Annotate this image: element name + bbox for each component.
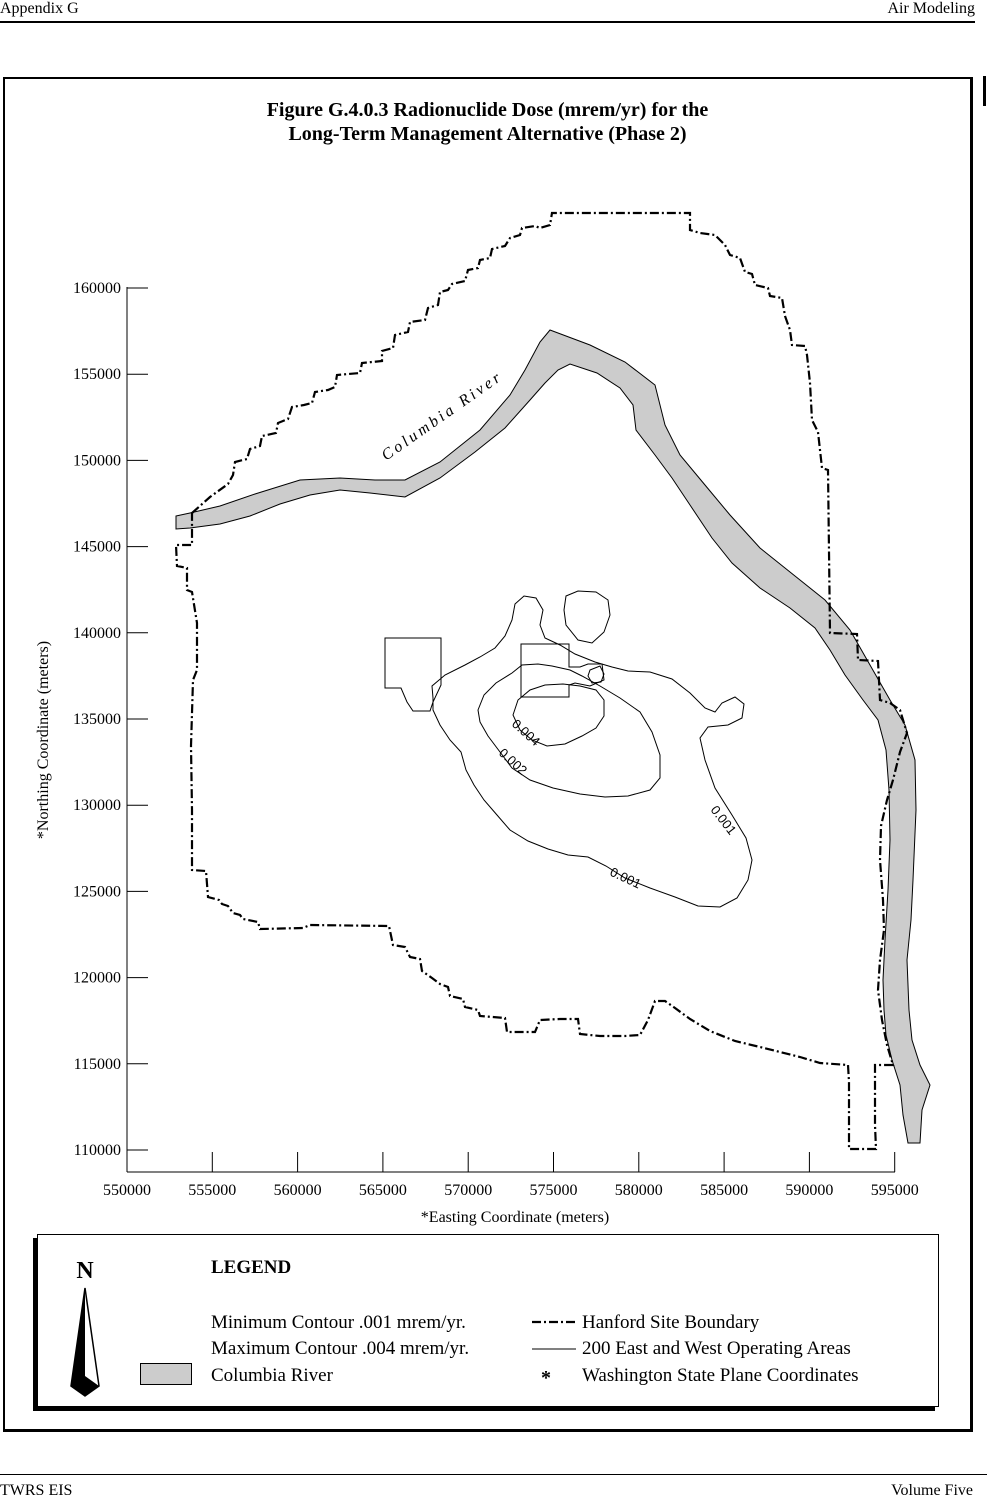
- legend-min-contour: Minimum Contour .001 mrem/yr.: [211, 1312, 466, 1333]
- north-letter: N: [76, 1258, 94, 1284]
- north-arrow-icon: N: [70, 1258, 100, 1397]
- 200-east-area: [520, 643, 605, 698]
- y-tick-label: 145000: [73, 539, 121, 556]
- legend-asterisk: *: [541, 1367, 551, 1389]
- y-tick-label: 120000: [73, 970, 121, 987]
- y-tick-label: 135000: [73, 711, 121, 728]
- figure-title: Figure G.4.0.3 Radionuclide Dose (mrem/y…: [0, 98, 975, 146]
- x-axis-title: *Easting Coordinate (meters): [421, 1209, 609, 1226]
- contour-label-0.002: 0.002: [496, 745, 530, 778]
- legend-river-swatch: [140, 1363, 192, 1385]
- x-tick-label: 590000: [785, 1182, 833, 1199]
- figure-title-line-2: Long-Term Management Alternative (Phase …: [288, 123, 687, 145]
- page-header-right: Air Modeling: [887, 0, 975, 17]
- legend-symbols: [532, 1320, 576, 1350]
- legend-title: LEGEND: [211, 1257, 292, 1278]
- x-tick-label: 555000: [188, 1182, 236, 1199]
- contour-0.004: [512, 683, 605, 747]
- x-tick-label: 550000: [103, 1182, 151, 1199]
- figure-frame: [3, 77, 973, 1432]
- legend-operating-areas: 200 East and West Operating Areas: [582, 1338, 851, 1359]
- change-bar: [983, 76, 986, 106]
- x-tick-label: 565000: [359, 1182, 407, 1199]
- y-tick-label: 130000: [73, 797, 121, 814]
- contour-0.001-north-lobe: [563, 590, 611, 644]
- contour-0.001-outer: [431, 595, 753, 908]
- legend-coordinates: Washington State Plane Coordinates: [582, 1365, 859, 1386]
- y-tick-label: 115000: [74, 1056, 121, 1073]
- contour-0.002: [477, 663, 661, 798]
- x-tick-label: 580000: [615, 1182, 663, 1199]
- x-tick-label: 560000: [274, 1182, 322, 1199]
- x-tick-label: 585000: [700, 1182, 748, 1199]
- contour-label-0.001-south: 0.001: [608, 864, 644, 891]
- hanford-site-boundary: [174, 211, 909, 1151]
- y-tick-label: 140000: [73, 625, 121, 642]
- y-axis-title: *Northing Coordinate (meters): [35, 641, 52, 839]
- legend-boundary: Hanford Site Boundary: [582, 1312, 760, 1333]
- legend-river: Columbia River: [211, 1365, 333, 1386]
- page-header-left: Appendix G: [0, 0, 79, 17]
- contour-small-loop: [587, 665, 605, 684]
- columbia-river: [175, 329, 931, 1144]
- y-axis-ticks: 160000 155000 150000 145000 140000 135000 1300…: [73, 280, 148, 1159]
- river-label: Columbia River: [379, 368, 507, 464]
- footer-rule: [0, 1474, 987, 1475]
- y-tick-label: 110000: [74, 1142, 121, 1159]
- y-tick-label: 155000: [73, 366, 121, 383]
- y-tick-label: 125000: [73, 883, 121, 900]
- contour-label-0.004: 0.004: [509, 716, 543, 749]
- 200-west-area: [384, 637, 442, 712]
- x-axis-ticks: 550000 555000 560000 565000 570000 575000 5800…: [103, 1152, 919, 1199]
- legend-max-contour: Maximum Contour .004 mrem/yr.: [211, 1338, 470, 1359]
- header-rule: [0, 21, 975, 23]
- figure-title-line-1: Figure G.4.0.3 Radionuclide Dose (mrem/y…: [266, 99, 709, 121]
- x-tick-label: 570000: [444, 1182, 492, 1199]
- page-footer-right: Volume Five: [891, 1482, 973, 1499]
- x-tick-label: 595000: [871, 1182, 919, 1199]
- page-footer-left: TWRS EIS: [0, 1482, 73, 1499]
- y-tick-label: 150000: [73, 452, 121, 469]
- x-tick-label: 575000: [530, 1182, 578, 1199]
- y-tick-label: 160000: [73, 280, 121, 297]
